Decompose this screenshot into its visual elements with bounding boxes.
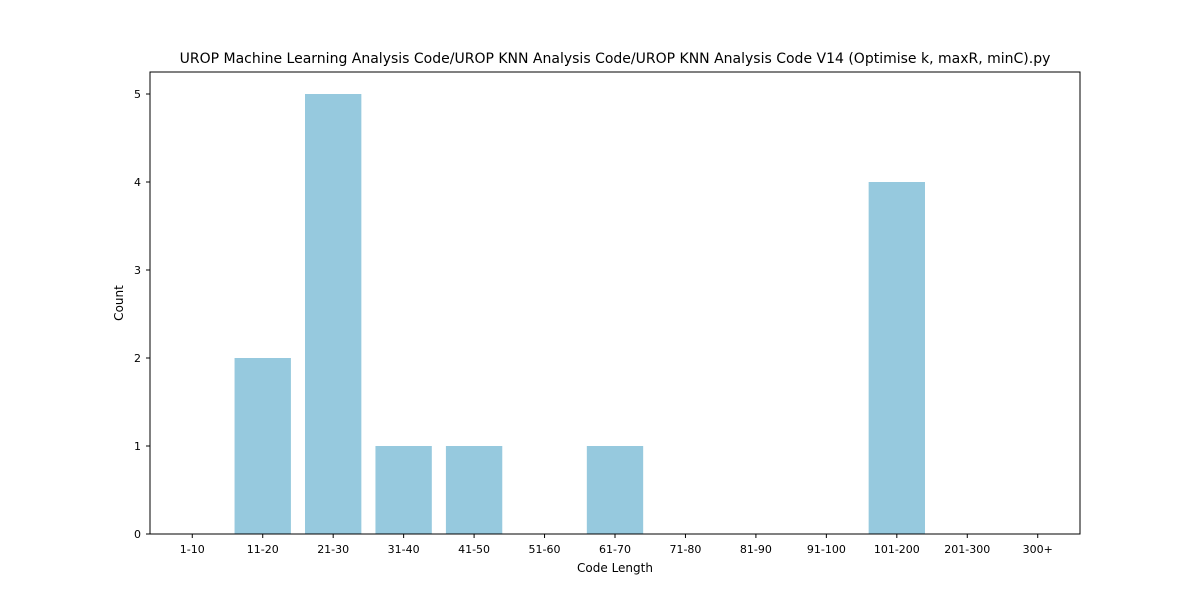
bar-11-20 bbox=[234, 358, 291, 534]
bar-41-50 bbox=[445, 446, 503, 534]
x-tick-label: 71-80 bbox=[669, 543, 701, 556]
y-tick-label: 4 bbox=[134, 176, 141, 189]
y-tick-label: 3 bbox=[134, 264, 141, 277]
x-axis-label: Code Length bbox=[577, 561, 653, 575]
bar-61-70 bbox=[586, 446, 644, 534]
x-tick-label: 1-10 bbox=[180, 543, 205, 556]
x-tick-label: 300+ bbox=[1023, 543, 1053, 556]
y-tick-label: 2 bbox=[134, 352, 141, 365]
x-tick-label: 91-100 bbox=[807, 543, 846, 556]
x-tick-label: 51-60 bbox=[529, 543, 561, 556]
x-tick-label: 31-40 bbox=[388, 543, 420, 556]
chart-title: UROP Machine Learning Analysis Code/UROP… bbox=[180, 51, 1051, 67]
x-tick-label: 101-200 bbox=[874, 543, 920, 556]
x-tick-label: 11-20 bbox=[247, 543, 279, 556]
bar-101-200 bbox=[868, 182, 925, 534]
x-axis-ticks: 1-10 11-20 21-30 31-40 41-50 51-60 61-70 71-80 8… bbox=[180, 534, 1053, 556]
y-tick-label: 0 bbox=[134, 528, 141, 541]
bar-21-30 bbox=[305, 94, 362, 534]
bars-group bbox=[234, 94, 925, 534]
y-tick-label: 5 bbox=[134, 88, 141, 101]
bar-31-40 bbox=[375, 446, 432, 534]
y-tick-label: 1 bbox=[134, 440, 141, 453]
y-axis-ticks: 0 1 2 3 4 5 bbox=[134, 88, 150, 541]
x-tick-label: 61-70 bbox=[599, 543, 631, 556]
x-tick-label: 81-90 bbox=[740, 543, 772, 556]
x-tick-label: 41-50 bbox=[458, 543, 490, 556]
y-axis-label: Count bbox=[112, 285, 126, 321]
x-tick-label: 201-300 bbox=[944, 543, 990, 556]
x-tick-label: 21-30 bbox=[317, 543, 349, 556]
